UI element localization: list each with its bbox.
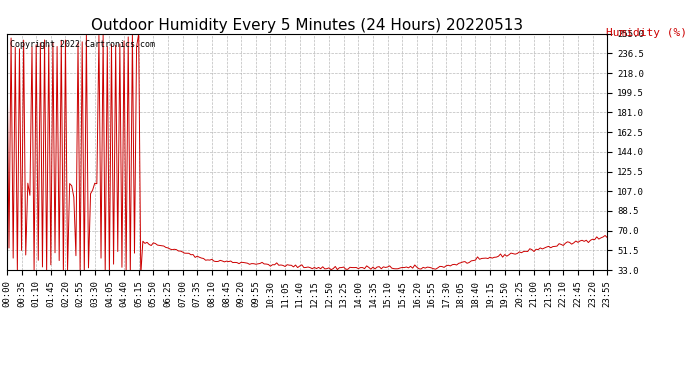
Title: Outdoor Humidity Every 5 Minutes (24 Hours) 20220513: Outdoor Humidity Every 5 Minutes (24 Hou…	[91, 18, 523, 33]
Y-axis label: Humidity (%): Humidity (%)	[606, 28, 687, 38]
Text: Copyright 2022 Cartronics.com: Copyright 2022 Cartronics.com	[10, 40, 155, 49]
